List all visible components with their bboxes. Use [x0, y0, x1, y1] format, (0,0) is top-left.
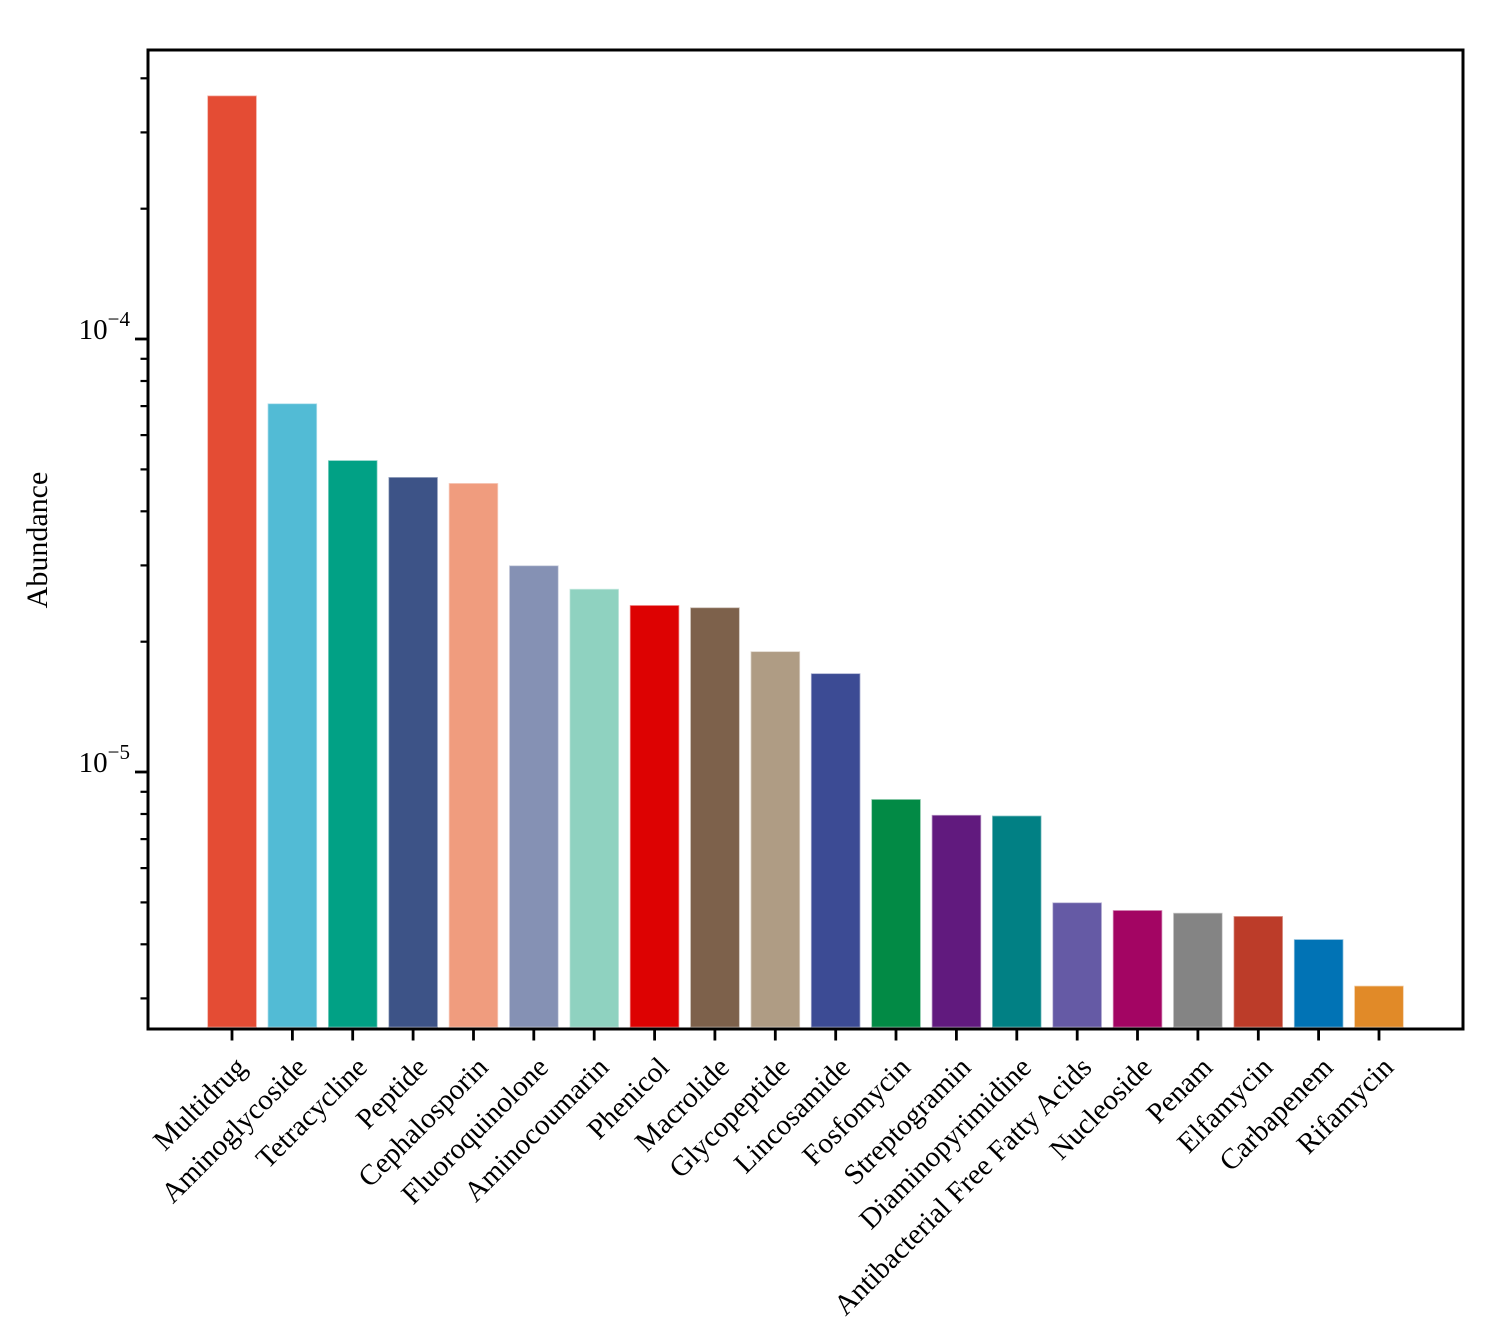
y-axis-title: Abundance — [21, 472, 54, 609]
bar — [689, 606, 741, 1029]
bar — [1293, 938, 1345, 1029]
bar — [327, 459, 379, 1029]
bar — [810, 672, 862, 1029]
bar — [568, 588, 620, 1029]
bar — [206, 94, 258, 1029]
bar — [387, 476, 439, 1029]
bar — [991, 814, 1043, 1029]
bar — [930, 814, 982, 1029]
bar — [629, 604, 681, 1029]
bar — [749, 650, 801, 1029]
bar — [1112, 909, 1164, 1029]
bar — [1353, 984, 1405, 1029]
bar — [1172, 912, 1224, 1029]
bar — [266, 402, 318, 1029]
bar — [508, 564, 560, 1029]
plot-border — [146, 48, 1465, 1031]
bar — [447, 482, 499, 1029]
bar — [870, 798, 922, 1029]
y-tick-label: 10−5 — [79, 740, 130, 779]
bars-layer — [206, 94, 1405, 1029]
y-tick-label: 10−4 — [79, 307, 131, 346]
bar — [1232, 915, 1284, 1029]
bar — [1051, 901, 1103, 1029]
